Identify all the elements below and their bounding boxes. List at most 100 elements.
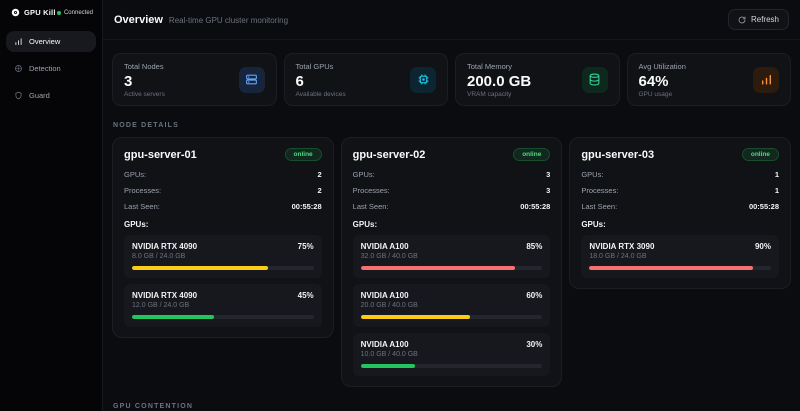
- shield-icon: [15, 91, 22, 100]
- gpu-utilization-bar: [360, 315, 543, 319]
- gpu-memory-usage: 32.0 GB / 40.0 GB: [360, 253, 418, 260]
- last-seen-value: 00:55:28: [748, 201, 779, 211]
- node-card-gpu-server-03: gpu-server-03 online GPUs: 1 Processes: 1 …: [569, 137, 791, 289]
- gpu-name: NVIDIA RTX 3090: [589, 242, 655, 251]
- status-badge: online: [513, 148, 551, 161]
- gpu-list-label: GPUs:: [581, 220, 606, 229]
- processes-label: Processes:: [124, 185, 162, 195]
- brand-row: GPU Kill Connected: [0, 0, 102, 27]
- last-seen-value: 00:55:28: [520, 201, 551, 211]
- gpus-label: GPUs:: [352, 169, 375, 179]
- sidebar-item-overview[interactable]: Overview: [6, 31, 96, 52]
- gpu-utilization-value: 85%: [526, 242, 543, 251]
- gpu-utilization-bar: [132, 266, 314, 270]
- stat-card-total-nodes: Total Nodes 3 Active servers: [112, 53, 277, 106]
- node-name: gpu-server-01: [124, 148, 197, 161]
- gpu-utilization-bar-fill: [360, 364, 416, 368]
- page-title: Overview: [114, 13, 163, 26]
- gpu-memory-usage: 20.0 GB / 40.0 GB: [360, 302, 418, 309]
- stat-value: 6: [295, 72, 304, 90]
- refresh-button[interactable]: Refresh: [727, 9, 789, 30]
- gpu-name: NVIDIA A100: [360, 340, 409, 349]
- gpu-list: NVIDIA RTX 4090 75% 8.0 GB / 24.0 GB NVI…: [124, 235, 322, 327]
- sidebar-item-guard[interactable]: Guard: [6, 85, 96, 106]
- processes-value: 2: [317, 185, 322, 195]
- bar-chart-icon: [753, 66, 779, 93]
- stat-value: 3: [124, 72, 133, 90]
- last-seen-value: 00:55:28: [291, 201, 322, 211]
- stat-sublabel: Available devices: [295, 90, 346, 98]
- gpu-chip-icon: [410, 66, 436, 93]
- gpu-contention-section-label: GPU CONTENTION: [113, 403, 194, 410]
- stat-label: Total GPUs: [295, 61, 334, 71]
- stat-label: Avg Utilization: [638, 61, 686, 71]
- gpu-utilization-value: 75%: [297, 242, 314, 251]
- gpu-list: NVIDIA RTX 3090 90% 18.0 GB / 24.0 GB: [581, 235, 779, 278]
- gpu-item: NVIDIA A100 85% 32.0 GB / 40.0 GB: [352, 235, 551, 278]
- gpu-utilization-bar: [360, 364, 543, 368]
- status-badge: online: [284, 148, 322, 161]
- stat-card-total-memory: Total Memory 200.0 GB VRAM capacity: [455, 53, 620, 106]
- gpu-utilization-value: 90%: [754, 242, 771, 251]
- gpus-label: GPUs:: [124, 169, 147, 179]
- stats-row: Total Nodes 3 Active servers Total GPUs …: [112, 53, 791, 106]
- gpu-utilization-value: 60%: [526, 291, 543, 300]
- node-name: gpu-server-03: [581, 148, 655, 161]
- stat-label: Total Memory: [467, 61, 513, 71]
- gpu-item: NVIDIA RTX 4090 75% 8.0 GB / 24.0 GB: [124, 235, 322, 278]
- sidebar-item-label: Detection: [29, 64, 61, 73]
- server-icon: [238, 66, 265, 93]
- gpus-value: 2: [317, 169, 322, 179]
- main-header: Overview Real-time GPU cluster monitorin…: [103, 0, 800, 40]
- brand: GPU Kill: [11, 8, 56, 17]
- gpu-list: NVIDIA A100 85% 32.0 GB / 40.0 GB NVIDIA…: [352, 235, 551, 376]
- last-seen-label: Last Seen:: [581, 201, 618, 211]
- last-seen-label: Last Seen:: [124, 201, 160, 211]
- database-icon: [581, 66, 608, 93]
- processes-value: 1: [774, 185, 779, 195]
- sidebar-item-label: Guard: [29, 91, 50, 100]
- gpus-label: GPUs:: [581, 169, 604, 179]
- stat-card-total-gpus: Total GPUs 6 Available devices: [283, 53, 448, 106]
- content: Total Nodes 3 Active servers Total GPUs …: [103, 40, 800, 411]
- bar-chart-icon: [15, 38, 22, 45]
- connected-dot-icon: [56, 10, 61, 15]
- gpu-utilization-bar: [589, 266, 771, 270]
- gpu-utilization-bar: [360, 266, 543, 270]
- stat-sublabel: GPU usage: [638, 90, 673, 98]
- gpu-list-label: GPUs:: [124, 220, 149, 229]
- connection-status: Connected: [56, 9, 93, 16]
- gpu-utilization-value: 30%: [526, 340, 543, 349]
- node-name: gpu-server-02: [352, 148, 426, 161]
- gpu-memory-usage: 18.0 GB / 24.0 GB: [589, 253, 647, 260]
- processes-label: Processes:: [352, 185, 390, 195]
- gpu-utilization-bar-fill: [360, 315, 470, 319]
- gpu-item: NVIDIA A100 60% 20.0 GB / 40.0 GB: [352, 284, 551, 327]
- processes-label: Processes:: [581, 185, 619, 195]
- sidebar-nav: Overview Detection Guard: [0, 27, 102, 110]
- gpu-utilization-value: 45%: [297, 291, 314, 300]
- gpu-memory-usage: 12.0 GB / 24.0 GB: [132, 302, 190, 309]
- sidebar-item-detection[interactable]: Detection: [6, 58, 96, 79]
- stat-sublabel: Active servers: [124, 90, 165, 98]
- node-card-gpu-server-01: gpu-server-01 online GPUs: 2 Processes: 2 …: [112, 137, 334, 338]
- gpu-name: NVIDIA A100: [360, 291, 409, 300]
- gpu-item: NVIDIA RTX 4090 45% 12.0 GB / 24.0 GB: [124, 284, 322, 327]
- gpu-utilization-bar: [132, 315, 314, 319]
- refresh-icon: [738, 16, 746, 23]
- main-area: Overview Real-time GPU cluster monitorin…: [103, 0, 800, 411]
- page-subtitle: Real-time GPU cluster monitoring: [168, 15, 289, 25]
- gpus-value: 1: [774, 169, 779, 179]
- processes-value: 3: [546, 185, 551, 195]
- gpu-kill-logo-icon: [11, 8, 20, 17]
- gpu-utilization-bar-fill: [132, 266, 269, 270]
- radar-icon: [15, 65, 22, 72]
- refresh-button-label: Refresh: [750, 15, 779, 24]
- node-cards-row: gpu-server-01 online GPUs: 2 Processes: 2 …: [112, 137, 791, 387]
- connection-status-label: Connected: [63, 9, 93, 16]
- status-badge: online: [741, 148, 779, 161]
- gpu-memory-usage: 10.0 GB / 40.0 GB: [360, 351, 418, 358]
- gpu-name: NVIDIA RTX 4090: [132, 242, 198, 251]
- gpu-name: NVIDIA RTX 4090: [132, 291, 198, 300]
